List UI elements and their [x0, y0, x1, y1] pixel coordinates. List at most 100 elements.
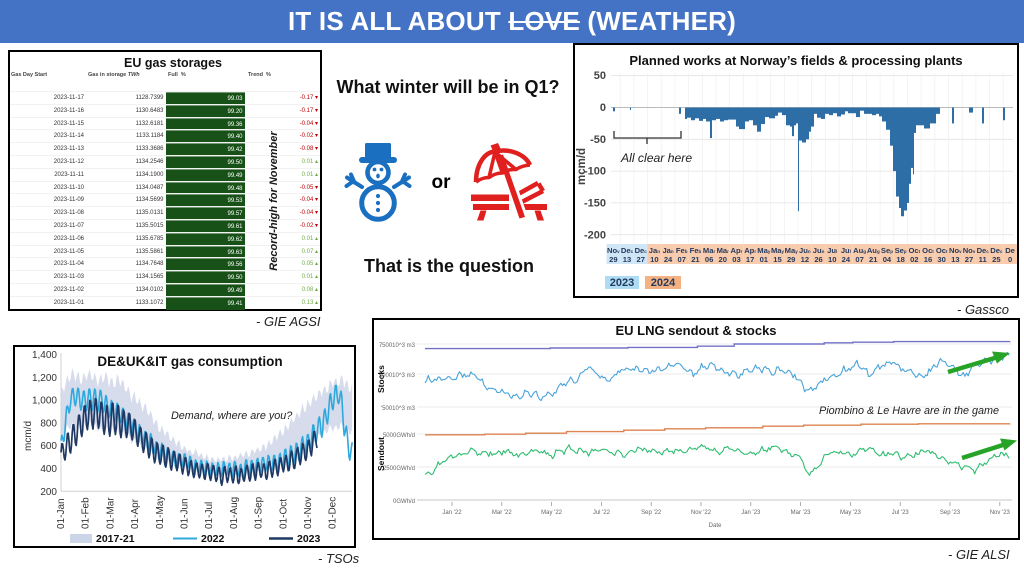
svg-text:600: 600	[40, 441, 57, 452]
svg-text:01-Jul: 01-Jul	[204, 502, 215, 529]
svg-text:2022: 2022	[201, 533, 225, 545]
svg-text:01-Mar: 01-Mar	[105, 497, 116, 529]
svg-text:Sep '22: Sep '22	[641, 510, 662, 516]
svg-text:All clear here: All clear here	[620, 151, 692, 165]
svg-text:1,400: 1,400	[32, 350, 57, 361]
svg-text:Piombino & Le Havre are in the: Piombino & Le Havre are in the game	[819, 405, 999, 417]
svg-text:5000GWh/d: 5000GWh/d	[383, 433, 415, 439]
svg-text:01-Nov: 01-Nov	[303, 497, 314, 529]
svg-text:Date: Date	[709, 523, 722, 529]
svg-text:Sep: Sep	[881, 246, 893, 255]
svg-text:Jan: Jan	[662, 246, 673, 255]
svg-text:Apr: Apr	[744, 246, 756, 255]
svg-text:02: 02	[910, 255, 918, 264]
svg-text:Jun: Jun	[799, 246, 811, 255]
svg-text:01-Oct: 01-Oct	[278, 499, 289, 529]
svg-text:Mar: Mar	[703, 246, 716, 255]
svg-text:-100: -100	[584, 166, 606, 178]
svg-text:13: 13	[623, 255, 631, 264]
svg-text:Feb: Feb	[690, 246, 702, 255]
svg-text:400: 400	[40, 464, 57, 475]
svg-text:2500GWh/d: 2500GWh/d	[383, 466, 415, 472]
svg-text:21: 21	[691, 255, 700, 264]
svg-text:30: 30	[937, 255, 945, 264]
svg-text:May: May	[757, 246, 771, 255]
svg-text:11: 11	[979, 255, 988, 264]
svg-text:Jan '23: Jan '23	[741, 510, 761, 516]
svg-text:Nov: Nov	[607, 246, 620, 255]
svg-text:01-Jan: 01-Jan	[56, 498, 67, 529]
svg-text:Planned works at Norway’s fiel: Planned works at Norway’s fields & proce…	[629, 53, 962, 68]
svg-text:01-Sep: 01-Sep	[254, 496, 265, 529]
svg-text:'50010^3 m3: '50010^3 m3	[381, 406, 416, 412]
svg-text:01-Jun: 01-Jun	[180, 498, 191, 529]
svg-text:Mar '22: Mar '22	[492, 510, 512, 516]
svg-text:Oct: Oct	[922, 246, 934, 255]
svg-text:27: 27	[965, 255, 973, 264]
svg-text:Sep: Sep	[895, 246, 907, 255]
svg-text:Oct: Oct	[936, 246, 948, 255]
svg-text:Feb: Feb	[676, 246, 688, 255]
svg-text:01-Dec: 01-Dec	[328, 497, 339, 529]
svg-text:03: 03	[732, 255, 740, 264]
svg-text:-150: -150	[584, 198, 606, 210]
svg-text:27: 27	[636, 255, 644, 264]
svg-text:Jun: Jun	[813, 246, 825, 255]
svg-text:Sep '23: Sep '23	[940, 510, 961, 516]
svg-text:Dec: Dec	[621, 246, 634, 255]
svg-text:13: 13	[951, 255, 959, 264]
svg-text:2023: 2023	[297, 533, 321, 545]
svg-text:10: 10	[650, 255, 658, 264]
svg-text:Jul '23: Jul '23	[892, 510, 910, 516]
svg-text:Jul: Jul	[841, 246, 851, 255]
svg-text:2017-21: 2017-21	[96, 533, 135, 545]
svg-text:May '23: May '23	[840, 510, 861, 516]
svg-text:Apr: Apr	[731, 246, 743, 255]
svg-text:2024: 2024	[651, 277, 676, 289]
svg-text:Mar '23: Mar '23	[791, 510, 811, 516]
svg-text:20: 20	[719, 255, 727, 264]
svg-text:21: 21	[869, 255, 878, 264]
svg-text:01: 01	[760, 255, 769, 264]
svg-text:750010^3 m3: 750010^3 m3	[379, 343, 416, 349]
svg-text:07: 07	[678, 255, 686, 264]
svg-text:800: 800	[40, 418, 57, 429]
svg-text:EU LNG sendout & stocks: EU LNG sendout & stocks	[615, 323, 776, 338]
svg-text:15: 15	[773, 255, 782, 264]
svg-text:Mar: Mar	[717, 246, 730, 255]
svg-text:29: 29	[787, 255, 795, 264]
svg-text:01-Aug: 01-Aug	[229, 497, 240, 529]
svg-text:500010^3 m3: 500010^3 m3	[379, 373, 416, 379]
svg-text:17: 17	[746, 255, 754, 264]
svg-text:De: De	[1005, 246, 1015, 255]
svg-text:01-May: 01-May	[155, 496, 166, 529]
svg-text:200: 200	[40, 487, 57, 498]
svg-text:10: 10	[828, 255, 836, 264]
svg-text:01-Feb: 01-Feb	[81, 497, 92, 529]
svg-text:04: 04	[883, 255, 892, 264]
svg-text:Dec: Dec	[635, 246, 648, 255]
svg-text:0: 0	[600, 102, 606, 114]
svg-text:Oct: Oct	[908, 246, 920, 255]
svg-text:06: 06	[705, 255, 713, 264]
svg-text:26: 26	[814, 255, 822, 264]
svg-text:Jul '22: Jul '22	[593, 510, 611, 516]
svg-text:May: May	[785, 246, 799, 255]
svg-text:DE&UK&IT gas consumption: DE&UK&IT gas consumption	[97, 354, 282, 369]
svg-text:mcm/d: mcm/d	[23, 421, 34, 451]
svg-text:-50: -50	[590, 134, 606, 146]
svg-text:Jan '22: Jan '22	[442, 510, 462, 516]
svg-text:1,200: 1,200	[32, 373, 57, 384]
svg-text:Nov '23: Nov '23	[990, 510, 1011, 516]
svg-text:24: 24	[842, 255, 851, 264]
svg-text:Sendout: Sendout	[376, 437, 386, 471]
svg-text:18: 18	[896, 255, 904, 264]
svg-text:Aug: Aug	[853, 246, 866, 255]
svg-text:Dec: Dec	[977, 246, 990, 255]
svg-text:May: May	[771, 246, 785, 255]
svg-text:12: 12	[801, 255, 809, 264]
svg-text:29: 29	[609, 255, 617, 264]
svg-text:Nov: Nov	[949, 246, 962, 255]
svg-text:Jan: Jan	[649, 246, 660, 255]
svg-text:2023: 2023	[610, 277, 634, 289]
